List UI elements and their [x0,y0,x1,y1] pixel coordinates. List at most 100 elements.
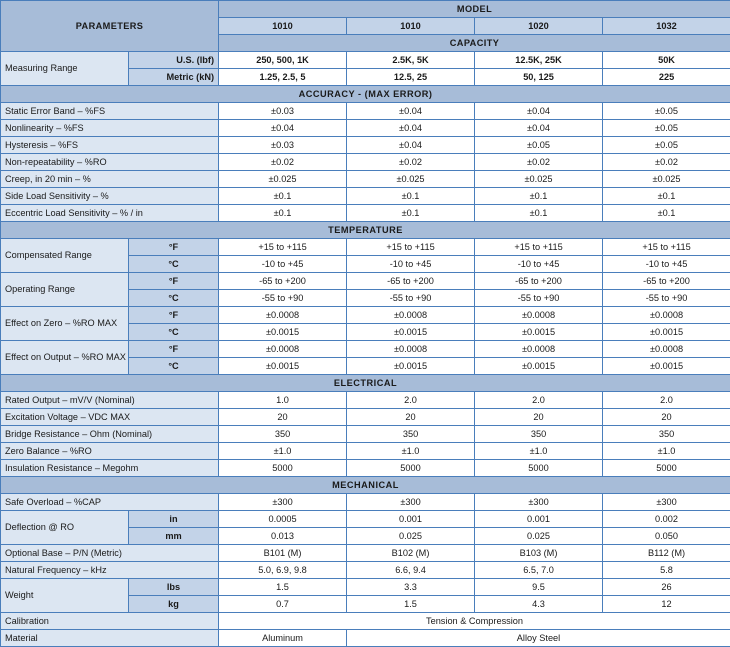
value-3: 0.001 [475,511,603,528]
value-2: +15 to +115 [347,239,475,256]
value-1: 0.013 [219,528,347,545]
data-row: Operating Range°F-65 to +200-65 to +200-… [1,273,730,290]
row-unit: mm [129,528,219,545]
value-1: 20 [219,409,347,426]
value-3: 5000 [475,460,603,477]
data-row: Safe Overload – %CAP±300±300±300±300 [1,494,730,511]
value-3: 20 [475,409,603,426]
value-4: 12 [603,596,730,613]
section-header-row: TEMPERATURE [1,222,730,239]
value-1: ±300 [219,494,347,511]
value-4: 5000 [603,460,730,477]
value-3: ±0.025 [475,171,603,188]
unit-us-lbf: U.S. (lbf) [129,52,219,69]
value-4: 350 [603,426,730,443]
value-4: ±300 [603,494,730,511]
value-1: 5000 [219,460,347,477]
value-3: 4.3 [475,596,603,613]
value-2: 20 [347,409,475,426]
value-4: ±0.05 [603,120,730,137]
value-3: ±0.04 [475,120,603,137]
value-3: ±1.0 [475,443,603,460]
row-label: Deflection @ RO [1,511,129,545]
value-1: 0.7 [219,596,347,613]
value-2: -65 to +200 [347,273,475,290]
data-row: Static Error Band – %FS±0.03±0.04±0.04±0… [1,103,730,120]
value-3: 2.0 [475,392,603,409]
row-label: Effect on Zero – %RO MAX [1,307,129,341]
value-2: 350 [347,426,475,443]
value-4: 20 [603,409,730,426]
value-1: ±0.03 [219,103,347,120]
value-4: 0.002 [603,511,730,528]
value-2: ±0.1 [347,205,475,222]
row-label: Non-repeatability – %RO [1,154,219,171]
value-2: 0.025 [347,528,475,545]
value-3: -10 to +45 [475,256,603,273]
row-label: Natural Frequency – kHz [1,562,219,579]
value-4: 5.8 [603,562,730,579]
row-unit: °C [129,256,219,273]
value-3: 350 [475,426,603,443]
spanned-value-1: Tension & Compression [219,613,730,630]
row-unit: in [129,511,219,528]
value-2: ±300 [347,494,475,511]
value-3: ±0.04 [475,103,603,120]
value-3: ±0.02 [475,154,603,171]
data-row: Hysteresis – %FS±0.03±0.04±0.05±0.05 [1,137,730,154]
row-label: Nonlinearity – %FS [1,120,219,137]
value-3: ±0.0015 [475,358,603,375]
value-1: ±0.02 [219,154,347,171]
row-unit: kg [129,596,219,613]
row-label: Zero Balance – %RO [1,443,219,460]
value-1: 1.5 [219,579,347,596]
value-1: -10 to +45 [219,256,347,273]
measuring-range-metric-value-2: 12.5, 25 [347,69,475,86]
row-unit: °F [129,239,219,256]
value-1: 5.0, 6.9, 9.8 [219,562,347,579]
row-label: Material [1,630,219,647]
data-row: Side Load Sensitivity – %±0.1±0.1±0.1±0.… [1,188,730,205]
data-row: Zero Balance – %RO±1.0±1.0±1.0±1.0 [1,443,730,460]
value-2: 3.3 [347,579,475,596]
unit-metric-kn: Metric (kN) [129,69,219,86]
value-2: ±0.02 [347,154,475,171]
value-1: +15 to +115 [219,239,347,256]
value-4: ±0.05 [603,103,730,120]
value-4: -65 to +200 [603,273,730,290]
parameters-header: PARAMETERS [1,1,219,52]
value-3: ±0.0015 [475,324,603,341]
value-1: ±0.0008 [219,307,347,324]
value-3: -55 to +90 [475,290,603,307]
value-2: ±0.0008 [347,307,475,324]
section-title: ACCURACY - (MAX ERROR) [1,86,730,103]
value-2: 5000 [347,460,475,477]
measuring-range-us-value-3: 12.5K, 25K [475,52,603,69]
value-2: ±0.0008 [347,341,475,358]
value-3: ±0.0008 [475,341,603,358]
value-4: ±0.0015 [603,324,730,341]
section-header-row: ELECTRICAL [1,375,730,392]
value-3: -65 to +200 [475,273,603,290]
data-row: Compensated Range°F+15 to +115+15 to +11… [1,239,730,256]
section-title: TEMPERATURE [1,222,730,239]
value-3: 6.5, 7.0 [475,562,603,579]
capacity-header: CAPACITY [219,35,730,52]
section-header-row: MECHANICAL [1,477,730,494]
value-3: +15 to +115 [475,239,603,256]
value-1: B101 (M) [219,545,347,562]
value-1: ±0.03 [219,137,347,154]
value-3: B103 (M) [475,545,603,562]
row-unit: lbs [129,579,219,596]
row-label: Bridge Resistance – Ohm (Nominal) [1,426,219,443]
value-4: 2.0 [603,392,730,409]
